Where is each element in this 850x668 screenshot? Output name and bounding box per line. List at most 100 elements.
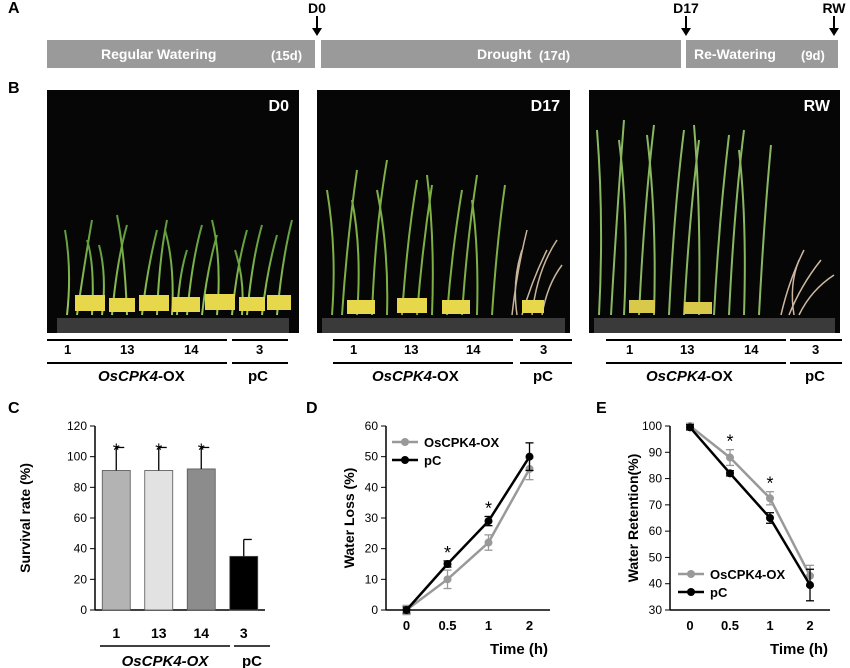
plant-photo-d17: D17 xyxy=(317,90,570,333)
x-tick-label: 14 xyxy=(193,625,209,641)
group-label-pc: pC xyxy=(533,368,553,385)
segment-duration: (9d) xyxy=(801,48,825,63)
group-label-ox: OsCPK4-OX xyxy=(372,368,459,385)
timeline-segment-rewatering: Re-Watering (9d) xyxy=(686,40,838,68)
marker-label: D17 xyxy=(673,0,699,16)
data-point xyxy=(443,575,452,584)
legend-label: OsCPK4-OX xyxy=(710,567,785,582)
segment-duration: (15d) xyxy=(271,48,303,63)
x-tick-label: 0 xyxy=(686,618,693,633)
plant-illustration xyxy=(594,119,835,333)
timeline-marker-rw: RW xyxy=(818,0,850,39)
divider xyxy=(520,339,572,341)
gene-name: OsCPK4 xyxy=(372,368,433,385)
divider xyxy=(606,362,786,364)
segment-name: Drought xyxy=(477,46,532,62)
y-tick-label: 60 xyxy=(74,511,88,525)
legend-marker xyxy=(401,456,409,464)
significance-star: * xyxy=(485,498,492,518)
group-label-ox: OsCPK4-OX xyxy=(122,653,210,668)
down-arrow-icon xyxy=(829,16,839,36)
significance-star: * xyxy=(726,432,733,452)
line-label: 3 xyxy=(540,342,548,357)
divider xyxy=(232,339,288,341)
timeline-segment-regular: Regular Watering (15d) xyxy=(47,40,315,68)
x-tick-label: 0.5 xyxy=(438,618,456,633)
data-point xyxy=(726,469,734,478)
segment-duration: (17d) xyxy=(539,48,571,63)
data-point xyxy=(726,453,734,462)
data-point xyxy=(525,452,534,461)
y-axis-label: Water Loss (%) xyxy=(341,468,357,569)
x-tick-label: 13 xyxy=(151,625,167,641)
panel-d-label: D xyxy=(306,400,318,417)
divider xyxy=(520,362,572,364)
segment-name: Regular Watering xyxy=(101,46,217,62)
x-tick-label: 0 xyxy=(403,618,410,633)
plant-illustration xyxy=(57,214,293,333)
divider xyxy=(47,362,227,364)
significance-star: * xyxy=(155,440,162,460)
line-label: 1 xyxy=(350,342,358,357)
data-point xyxy=(686,423,694,432)
bar xyxy=(229,555,259,611)
photo-tag: RW xyxy=(803,98,830,115)
series-line-0 xyxy=(405,468,531,612)
line-label: 1 xyxy=(626,342,634,357)
data-point xyxy=(402,606,411,614)
group-label-pc: pC xyxy=(805,368,825,385)
y-tick-label: 120 xyxy=(67,419,87,433)
data-point xyxy=(443,560,452,568)
group-label-ox: OsCPK4-OX xyxy=(98,368,185,385)
group-label-ox: OsCPK4-OX xyxy=(646,368,733,385)
legend-marker xyxy=(687,588,695,596)
x-axis-label: Time (h) xyxy=(490,641,548,658)
legend-label: pC xyxy=(710,585,728,600)
y-tick-label: 40 xyxy=(74,542,88,556)
marker-label: RW xyxy=(822,0,846,16)
photo-tag: D17 xyxy=(530,98,560,115)
line-label: 14 xyxy=(466,342,481,357)
survival-rate-chart: 0 20 40 60 80 100 120 * 1 * 13 * 14 3 Survival rate (%… xyxy=(17,419,270,668)
data-point xyxy=(484,538,493,547)
y-axis-label: Water Retention(%) xyxy=(625,454,641,583)
y-axis-label: Survival rate (%) xyxy=(17,463,33,573)
legend-label: pC xyxy=(424,453,442,468)
x-tick-label: 2 xyxy=(806,618,813,633)
group-label-pc: pC xyxy=(242,653,262,668)
y-tick-label: 60 xyxy=(365,419,379,433)
line-label: 13 xyxy=(120,342,135,357)
down-arrow-icon xyxy=(681,16,691,36)
y-tick-label: 20 xyxy=(365,542,379,556)
divider xyxy=(47,339,227,341)
series-line-0 xyxy=(689,425,812,577)
y-tick-label: 90 xyxy=(649,445,663,459)
divider xyxy=(790,362,842,364)
x-tick-label: 3 xyxy=(240,625,248,641)
data-point xyxy=(484,517,493,526)
line-label: 1 xyxy=(64,342,72,357)
timeline-marker-d0: D0 xyxy=(302,0,332,39)
series-line-1 xyxy=(689,426,812,586)
panel-b-label: B xyxy=(8,80,20,97)
y-tick-label: 30 xyxy=(649,603,663,617)
divider xyxy=(333,362,513,364)
timeline-segment-drought: Drought (17d) xyxy=(321,40,681,68)
y-tick-label: 80 xyxy=(649,472,663,486)
gene-suffix: -OX xyxy=(706,368,733,385)
photo-tag: D0 xyxy=(268,98,289,115)
panel-c-label: C xyxy=(8,400,20,417)
bar xyxy=(101,470,131,611)
legend-marker xyxy=(401,438,409,446)
x-tick-label: 1 xyxy=(112,625,120,641)
x-axis-label: Time (h) xyxy=(770,641,828,658)
y-tick-label: 0 xyxy=(80,603,87,617)
y-tick-label: 100 xyxy=(642,419,662,433)
plant-illustration xyxy=(322,159,565,333)
divider xyxy=(790,339,842,341)
y-tick-label: 0 xyxy=(371,603,378,617)
y-tick-label: 40 xyxy=(365,480,379,494)
line-label: 14 xyxy=(184,342,199,357)
legend-marker xyxy=(687,570,695,578)
y-tick-label: 10 xyxy=(365,572,379,586)
